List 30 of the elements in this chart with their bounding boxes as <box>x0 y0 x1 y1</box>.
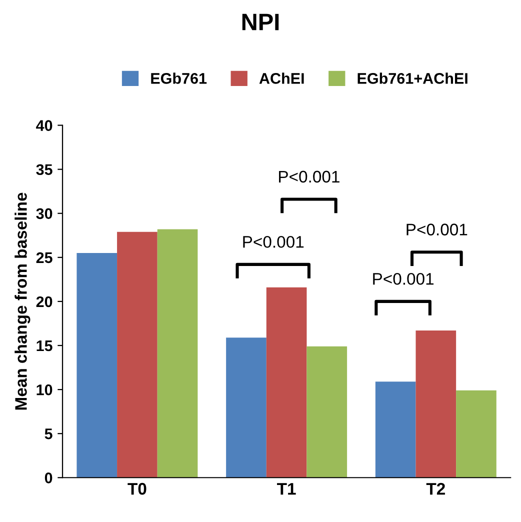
bar <box>416 330 456 478</box>
y-axis-title: Mean change from baseline <box>14 192 30 410</box>
chart-title: NPI <box>242 14 279 30</box>
legend-label: EGb761 <box>151 72 207 84</box>
y-tick-label: 15 <box>36 340 52 352</box>
x-tick-label: T2 <box>426 482 445 495</box>
legend-label: EGb761+AChEI <box>358 72 468 84</box>
x-tick-label: T1 <box>277 483 296 495</box>
annotation: P<0.001 <box>279 170 340 183</box>
legend-label: AChEI <box>259 72 304 84</box>
annotation: P<0.001 <box>373 272 434 285</box>
bar <box>266 287 307 478</box>
y-tick-label: 40 <box>36 120 52 131</box>
y-tick-label: 5 <box>44 428 52 440</box>
y-tick-label: 20 <box>36 296 52 308</box>
bar <box>157 229 198 478</box>
bar <box>306 346 348 478</box>
bar <box>226 338 266 478</box>
bar <box>117 232 158 478</box>
x-tick-label: T0 <box>128 482 146 495</box>
y-tick-label: 0 <box>44 472 52 484</box>
y-tick-label: 35 <box>36 164 52 176</box>
y-tick-label: 10 <box>36 384 52 396</box>
bar <box>375 382 416 478</box>
annotation: P<0.001 <box>243 236 304 248</box>
y-tick-label: 25 <box>36 252 52 264</box>
y-tick-label: 30 <box>36 208 52 220</box>
bar <box>456 390 496 478</box>
annotation: P<0.001 <box>406 224 468 236</box>
bar <box>76 253 118 478</box>
